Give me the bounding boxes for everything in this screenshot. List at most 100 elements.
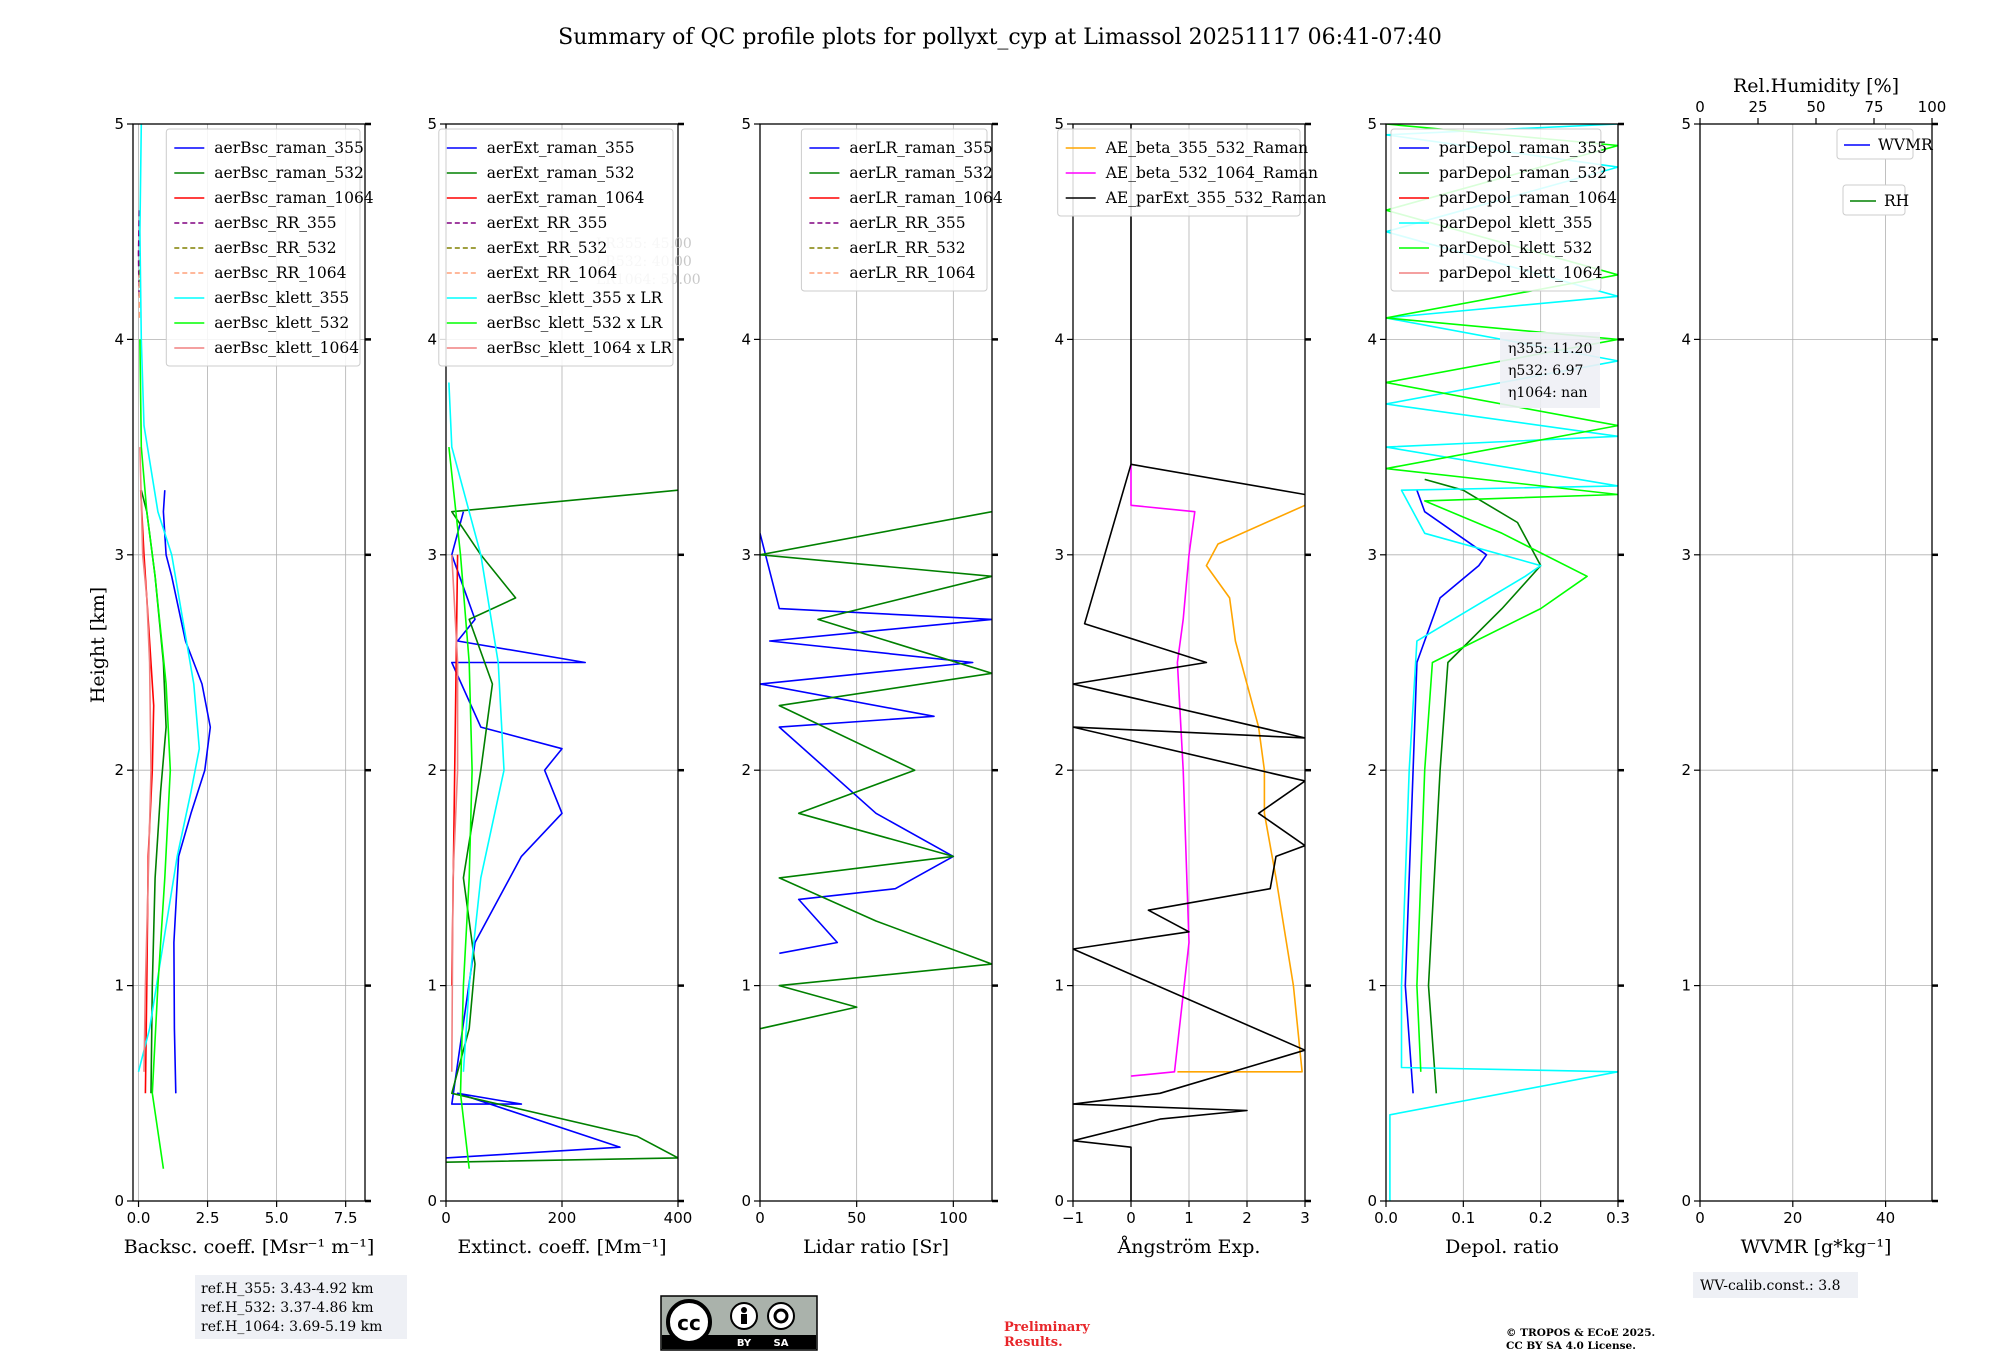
y-tick-label: 0: [114, 1192, 124, 1210]
y-tick-label: 0: [741, 1192, 751, 1210]
x-tick-label: 0: [1695, 1209, 1705, 1227]
legend-label: aerExt_RR_355: [487, 214, 608, 232]
x-tick-label: 0: [755, 1209, 765, 1227]
top-x-tick-label: 0: [1695, 98, 1705, 116]
y-tick-label: 1: [1367, 977, 1377, 995]
wv-calib-background: [1693, 1272, 1858, 1298]
panel-depol: 0.0 0.1 0.2 0.3 0 1 2 3 4 5 Depol. ratio η355: 11.2…: [1367, 115, 1629, 1258]
wv-calib-box: WV-calib.const.: 3.8: [1693, 1272, 1858, 1298]
y-tick-label: 2: [1681, 761, 1691, 779]
legend-label: parDepol_raman_532: [1439, 164, 1607, 182]
y-tick-label: 5: [1054, 115, 1064, 133]
legend-label: parDepol_raman_355: [1439, 139, 1607, 157]
x-tick-label: 2.5: [196, 1209, 220, 1227]
legend-label: aerExt_raman_532: [487, 164, 635, 182]
series-line-ae-beta-532-1064-raman: [1130, 464, 1196, 1077]
x-tick-label: 2: [1242, 1209, 1252, 1227]
legend-label: aerBsc_raman_532: [214, 164, 364, 182]
legend-label: aerBsc_klett_532: [214, 314, 349, 332]
y-tick-label: 0: [427, 1192, 437, 1210]
preliminary-label-1: Preliminary: [1004, 1320, 1090, 1335]
legend-label: parDepol_raman_1064: [1439, 189, 1617, 207]
x-axis-label: Backsc. coeff. [Msr⁻¹ m⁻¹]: [124, 1236, 375, 1258]
eta-annotation: η355: 11.20: [1508, 341, 1592, 357]
panel-lr: 0 50 100 0 1 2 3 4 5 Lidar ratio [Sr] aerLR_raman_…: [741, 115, 1002, 1258]
top-x-tick-label: 50: [1806, 98, 1825, 116]
x-axis-label: Ångström Exp.: [1117, 1236, 1261, 1258]
legend-label: aerBsc_klett_1064: [214, 339, 359, 357]
legend-label: aerBsc_klett_532 x LR: [487, 314, 664, 332]
x-tick-label: 100: [939, 1209, 968, 1227]
x-tick-label: 50: [847, 1209, 866, 1227]
y-tick-label: 0: [1681, 1192, 1691, 1210]
x-tick-label: 0: [1126, 1209, 1136, 1227]
series-line-aerext-raman-355: [446, 511, 621, 1159]
legend-box: [1390, 128, 1602, 292]
ref-heights-box: ref.H_355: 3.43-4.92 km ref.H_532: 3.37-…: [195, 1275, 407, 1339]
y-tick-label: 3: [427, 546, 437, 564]
series-line-pardepol-raman-355: [1404, 489, 1488, 1094]
ref-heights-background: [195, 1275, 407, 1339]
eta-box: [1500, 332, 1600, 408]
series-line-ae-parext-355-532-raman: [1073, 124, 1305, 1201]
legend-label: aerBsc_klett_355 x LR: [487, 289, 664, 307]
series-line-aerbsc-raman-1064: [139, 490, 155, 1094]
series-line-aerbsc-klett-1064: [139, 447, 152, 1072]
series-group: [446, 382, 678, 1169]
legend-box: [1842, 184, 1906, 216]
wv-calib-text: WV-calib.const.: 3.8: [1700, 1278, 1840, 1294]
legend-label: aerLR_raman_355: [849, 139, 992, 157]
x-axis-label: Depol. ratio: [1445, 1236, 1559, 1258]
legend-label: WVMR: [1878, 136, 1934, 154]
legend: aerLR_raman_355 aerLR_raman_532 aerLR_rama…: [800, 128, 1003, 292]
series-group: [760, 510, 992, 1030]
series-line-pardepol-raman-532: [1424, 478, 1542, 1094]
legend-label: parDepol_klett_1064: [1439, 264, 1602, 282]
top-x-tick-label: 75: [1864, 98, 1883, 116]
y-tick-label: 1: [1054, 977, 1064, 995]
y-tick-label: 3: [741, 546, 751, 564]
y-tick-label: 3: [1054, 546, 1064, 564]
x-tick-label: 7.5: [334, 1209, 358, 1227]
legend-label: AE_beta_532_1064_Raman: [1105, 164, 1318, 182]
y-tick-label: 3: [1681, 546, 1691, 564]
legend-label: aerBsc_RR_1064: [214, 264, 346, 282]
y-tick-label: 5: [741, 115, 751, 133]
legend-box: [1836, 128, 1914, 160]
y-tick-label: 4: [741, 330, 751, 348]
series-line-aerbsc-klett-532: [139, 339, 172, 1169]
x-tick-label: 0.0: [1374, 1209, 1398, 1227]
legend-label: aerLR_RR_1064: [849, 264, 975, 282]
eta-annotation: η532: 6.97: [1508, 363, 1583, 379]
x-tick-label: 0.1: [1451, 1209, 1475, 1227]
series-line-aerlr-raman-355: [760, 533, 992, 955]
x-axis-label: WVMR [g*kg⁻¹]: [1741, 1236, 1892, 1258]
legend-box: [165, 128, 361, 367]
figure-title: Summary of QC profile plots for pollyxt_…: [558, 25, 1442, 50]
y-tick-label: 3: [114, 546, 124, 564]
axes-frame: [759, 123, 993, 1202]
legend-label: aerBsc_klett_1064 x LR: [487, 339, 674, 357]
x-tick-label: 0.0: [127, 1209, 151, 1227]
axes-frame: [1385, 123, 1619, 1202]
legend-box: [438, 128, 674, 367]
series-line-aerlr-raman-532: [760, 510, 992, 1030]
legend-label: aerExt_raman_355: [487, 139, 635, 157]
series-line-aerbsc-klett-355: [137, 124, 201, 1072]
legend-label: aerBsc_raman_355: [214, 139, 364, 157]
x-tick-label: 40: [1876, 1209, 1895, 1227]
y-tick-label: 0: [1367, 1192, 1377, 1210]
x-axis-label: Extinct. coeff. [Mm⁻¹]: [457, 1236, 666, 1258]
ref-height-355: ref.H_355: 3.43-4.92 km: [201, 1281, 374, 1297]
share-alike-icon: [767, 1302, 795, 1330]
x-tick-label: 0: [441, 1209, 451, 1227]
series-line-aerbsc-raman-355: [162, 490, 212, 1094]
x-tick-label: 0.2: [1529, 1209, 1553, 1227]
x-tick-label: 400: [664, 1209, 693, 1227]
top-x-tick-label: 100: [1918, 98, 1947, 116]
legend-label: parDepol_klett_355: [1439, 214, 1592, 232]
plot-panels: 0.0 2.5 5.0 7.5 0 1 2 3 4 5 Backsc. coeff. [Msr⁻¹ …: [114, 75, 1946, 1258]
legend-label: aerLR_RR_532: [849, 239, 965, 257]
svg-text:cc: cc: [677, 1311, 701, 1335]
